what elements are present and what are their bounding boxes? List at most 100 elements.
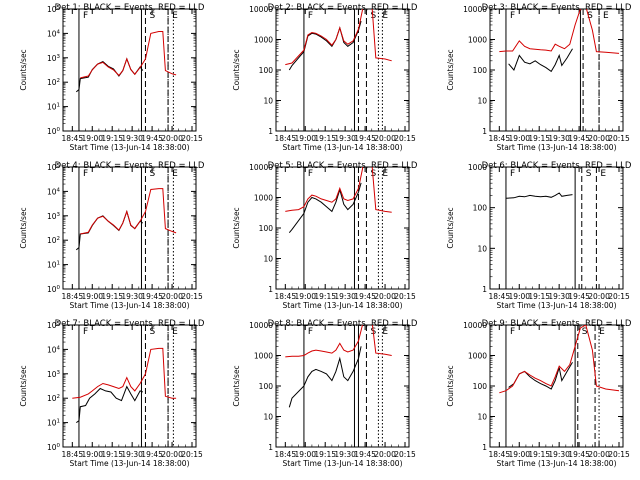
y-axis-label: Counts/sec <box>232 49 241 90</box>
x-axis-label: Start Time (13-Jun-14 18:38:00) <box>497 459 617 468</box>
y-tick-label: 10000 <box>463 321 487 330</box>
y-tick-exponent: 0 <box>57 285 61 291</box>
x-tick-label: 19:15 <box>314 134 336 143</box>
interval-marker-label: E <box>382 11 388 21</box>
y-tick-label: 104 <box>47 187 61 196</box>
series-line-red <box>72 347 177 399</box>
interval-marker-label: F <box>83 11 88 21</box>
x-tick-label: 19:00 <box>81 450 103 459</box>
y-tick-label: 10 <box>477 244 487 253</box>
x-tick-label: 18:45 <box>274 134 296 143</box>
y-tick-label: 1 <box>268 443 273 452</box>
y-tick-exponent: 1 <box>57 419 61 425</box>
interval-marker-label: F <box>510 11 515 21</box>
series-line-red <box>285 325 392 358</box>
series-line-red <box>499 9 620 54</box>
x-tick-label: 19:15 <box>528 450 550 459</box>
y-tick-exponent: 4 <box>57 345 61 351</box>
y-axis-label: Counts/sec <box>446 49 455 90</box>
y-tick-label: 101 <box>47 419 60 428</box>
y-tick-exponent: 4 <box>57 29 61 35</box>
x-tick-label: 20:00 <box>161 450 183 459</box>
interval-marker-label: E <box>172 169 178 179</box>
y-axis-label: Counts/sec <box>446 365 455 406</box>
x-tick-label: 20:00 <box>374 292 396 301</box>
y-tick-label: 1000 <box>254 194 273 203</box>
x-tick-label: 20:15 <box>608 450 630 459</box>
x-tick-label: 19:00 <box>294 292 316 301</box>
interval-marker-label: F <box>308 327 313 337</box>
y-tick-label: 10 <box>263 97 273 106</box>
x-axis-label: Start Time (13-Jun-14 18:38:00) <box>70 301 190 310</box>
series-line-red <box>499 325 620 394</box>
y-tick-label: 10 <box>477 413 487 422</box>
interval-marker-label: F <box>308 169 313 179</box>
x-axis-label: Start Time (13-Jun-14 18:38:00) <box>497 143 617 152</box>
x-tick-label: 19:30 <box>548 292 570 301</box>
x-tick-label: 19:00 <box>294 134 316 143</box>
y-tick-label: 10 <box>477 97 487 106</box>
x-tick-label: 20:00 <box>588 292 610 301</box>
x-tick-label: 20:15 <box>181 450 203 459</box>
y-tick-exponent: 0 <box>57 127 61 133</box>
y-tick-label: 100 <box>259 382 274 391</box>
interval-marker-label: S <box>149 327 155 337</box>
x-tick-label: 19:15 <box>101 134 123 143</box>
y-tick-label: 105 <box>47 5 61 14</box>
y-axis-label: Counts/sec <box>232 207 241 248</box>
y-tick-label: 100 <box>47 443 61 452</box>
y-tick-label: 100 <box>259 224 274 233</box>
interval-marker-label: E <box>172 11 178 21</box>
y-tick-exponent: 2 <box>57 236 61 242</box>
interval-marker-label: S <box>370 169 376 179</box>
y-tick-label: 101 <box>47 103 60 112</box>
x-tick-label: 19:45 <box>354 292 376 301</box>
y-axis-label: Counts/sec <box>19 207 28 248</box>
y-axis-label: Counts/sec <box>19 365 28 406</box>
y-tick-exponent: 4 <box>57 187 61 193</box>
x-tick-label: 20:15 <box>181 134 203 143</box>
series-line-black <box>76 385 143 424</box>
y-tick-exponent: 3 <box>57 370 61 376</box>
interval-marker-label: F <box>83 169 88 179</box>
y-tick-label: 104 <box>47 29 61 38</box>
plot-frame <box>275 166 410 290</box>
y-tick-label: 100 <box>473 382 488 391</box>
x-tick-label: 18:45 <box>488 134 510 143</box>
y-tick-exponent: 3 <box>57 54 61 60</box>
panel-9: Det 9: BLACK = Events, RED = LLD 1 10 100 10… <box>446 319 632 468</box>
series-line-black <box>75 57 144 93</box>
panel-title: Det 9: BLACK = Events, RED = LLD <box>482 319 632 329</box>
y-tick-label: 102 <box>47 236 60 245</box>
x-tick-label: 19:45 <box>354 450 376 459</box>
y-tick-label: 102 <box>47 394 60 403</box>
y-tick-label: 104 <box>47 345 61 354</box>
x-tick-label: 19:45 <box>568 134 590 143</box>
panel-1: Det 1: BLACK = Events, RED = LLD10010110… <box>19 3 205 152</box>
y-tick-label: 103 <box>47 54 61 63</box>
y-tick-exponent: 2 <box>57 394 61 400</box>
x-axis-label: Start Time (13-Jun-14 18:38:00) <box>497 301 617 310</box>
interval-marker-label: F <box>83 327 88 337</box>
y-tick-label: 10000 <box>249 163 273 172</box>
x-tick-label: 19:15 <box>101 292 123 301</box>
x-axis-label: Start Time (13-Jun-14 18:38:00) <box>283 459 403 468</box>
x-tick-label: 20:00 <box>374 450 396 459</box>
x-tick-label: 20:00 <box>588 450 610 459</box>
panel-title: Det 7: BLACK = Events, RED = LLD <box>55 319 205 329</box>
plot-frame <box>489 8 624 132</box>
y-tick-label: 100 <box>47 127 61 136</box>
y-tick-label: 100 <box>473 66 488 75</box>
x-tick-label: 19:45 <box>141 134 163 143</box>
x-tick-label: 20:15 <box>394 134 416 143</box>
y-tick-exponent: 2 <box>57 78 61 84</box>
x-tick-label: 18:45 <box>274 292 296 301</box>
interval-marker-label: E <box>172 327 178 337</box>
series-line-red <box>285 9 392 66</box>
panel-title: Det 4: BLACK = Events, RED = LLD <box>55 161 205 171</box>
x-tick-label: 20:00 <box>161 292 183 301</box>
y-tick-label: 101 <box>47 261 60 270</box>
x-tick-label: 20:15 <box>608 134 630 143</box>
x-tick-label: 19:15 <box>314 450 336 459</box>
